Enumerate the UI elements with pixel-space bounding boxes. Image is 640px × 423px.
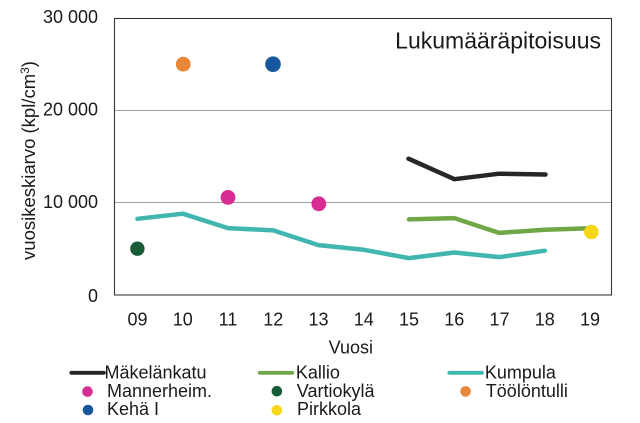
svg-text:18: 18 — [535, 310, 555, 330]
svg-text:Lukumääräpitoisuus: Lukumääräpitoisuus — [395, 28, 601, 54]
svg-text:19: 19 — [580, 310, 600, 330]
svg-text:30 000: 30 000 — [43, 7, 98, 27]
svg-text:Vartiokylä: Vartiokylä — [297, 381, 376, 401]
svg-text:15: 15 — [399, 310, 419, 330]
svg-text:10 000: 10 000 — [43, 192, 98, 212]
svg-text:20 000: 20 000 — [43, 99, 98, 119]
svg-text:Mannerheim.: Mannerheim. — [107, 381, 212, 401]
svg-text:16: 16 — [444, 310, 464, 330]
svg-text:17: 17 — [489, 310, 509, 330]
svg-text:Vuosi: Vuosi — [329, 337, 373, 357]
svg-text:10: 10 — [173, 310, 193, 330]
svg-text:12: 12 — [263, 310, 283, 330]
svg-text:Kumpula: Kumpula — [485, 363, 557, 383]
svg-text:Pirkkola: Pirkkola — [297, 399, 362, 419]
svg-text:13: 13 — [308, 310, 328, 330]
svg-text:14: 14 — [354, 310, 374, 330]
svg-text:0: 0 — [88, 286, 98, 306]
svg-text:Kallio: Kallio — [296, 363, 340, 383]
svg-text:Töölöntulli: Töölöntulli — [486, 381, 568, 401]
svg-text:Kehä I: Kehä I — [107, 399, 159, 419]
svg-text:vuosikeskiarvo (kpl/cm3): vuosikeskiarvo (kpl/cm3) — [18, 61, 39, 260]
svg-text:Mäkelänkatu: Mäkelänkatu — [105, 363, 207, 383]
svg-text:09: 09 — [127, 310, 147, 330]
svg-text:11: 11 — [219, 310, 238, 330]
